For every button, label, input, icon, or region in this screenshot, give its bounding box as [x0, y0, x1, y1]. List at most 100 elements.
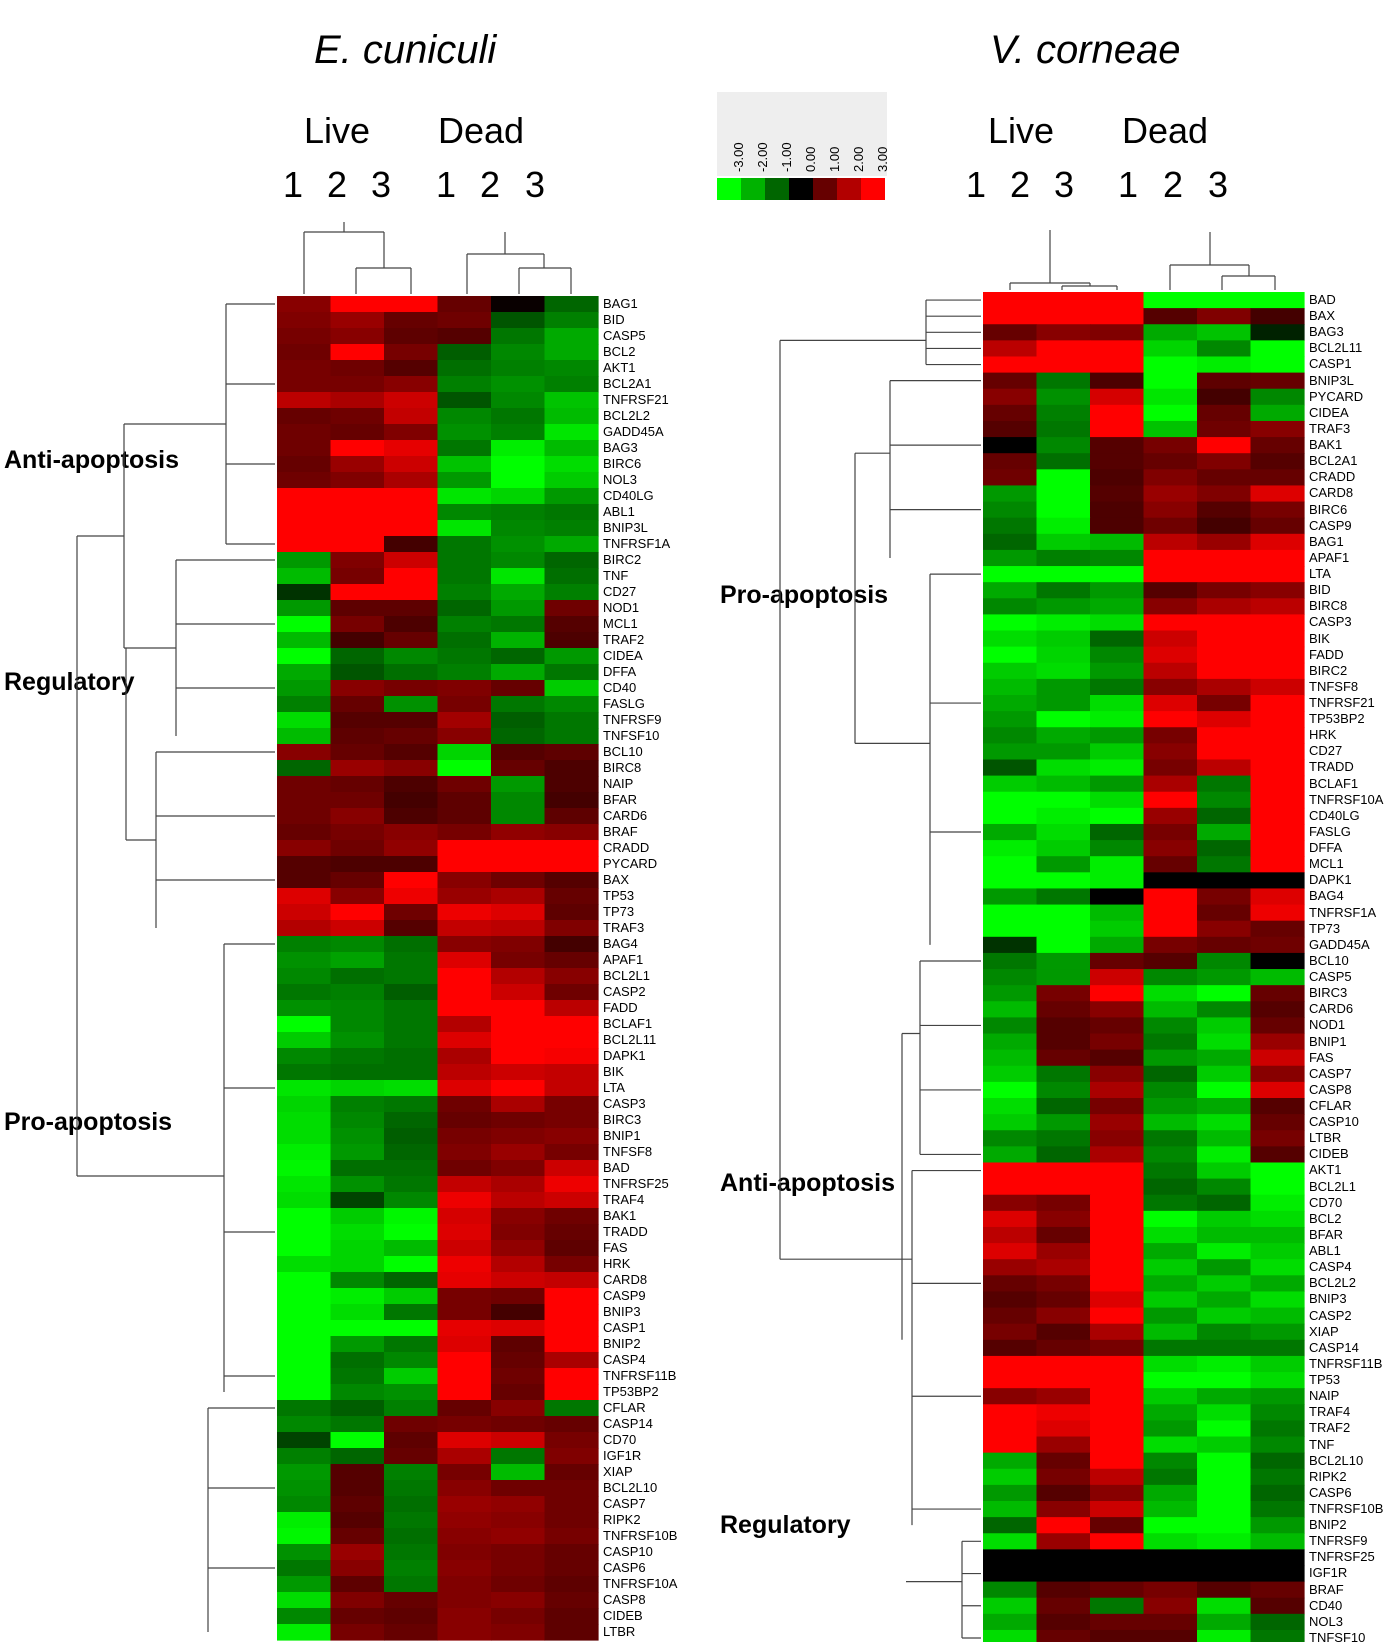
gene-label: BNIP3 — [603, 1304, 641, 1319]
heatmap-cell — [1036, 952, 1091, 970]
heatmap-cell — [330, 1096, 385, 1113]
heatmap-cell — [1143, 695, 1198, 712]
heatmap-cell — [384, 1400, 439, 1417]
heatmap-cell — [983, 1194, 1038, 1212]
heatmap-cell — [330, 456, 385, 473]
heatmap-cell — [1250, 985, 1305, 1002]
heatmap-cell — [1090, 775, 1145, 793]
heatmap-cell — [1197, 856, 1252, 873]
heatmap-cell — [491, 360, 546, 377]
heatmap-cell — [491, 792, 546, 809]
heatmap-cell — [1143, 404, 1198, 422]
heatmap-cell — [983, 807, 1038, 825]
heatmap-cell — [544, 1208, 599, 1225]
heatmap-cell — [1250, 582, 1305, 599]
heatmap-cell — [277, 296, 332, 313]
heatmap-cell — [1143, 775, 1198, 793]
heatmap-cell — [330, 472, 385, 489]
heatmap-cell — [1036, 1130, 1091, 1147]
heatmap-cell — [1197, 292, 1252, 309]
gene-label: GADD45A — [1309, 936, 1370, 952]
gene-label: NOD1 — [603, 600, 640, 615]
col-number: 2 — [1162, 164, 1184, 205]
heatmap-cell — [437, 952, 492, 969]
heatmap-cell — [1090, 1194, 1145, 1212]
heatmap-cell — [983, 1323, 1038, 1341]
heatmap-cell — [1143, 1388, 1198, 1405]
heatmap-cell — [1250, 791, 1305, 809]
heatmap-cell — [1250, 404, 1305, 422]
heatmap-cell — [277, 1096, 332, 1113]
heatmap-cell — [277, 952, 332, 969]
heatmap-cell — [384, 456, 439, 473]
heatmap-cell — [1036, 533, 1091, 551]
heatmap-cell — [1143, 1436, 1198, 1454]
heatmap-cell — [983, 566, 1038, 583]
heatmap-cell — [277, 536, 332, 553]
heatmap-cell — [330, 1032, 385, 1049]
heatmap-cell — [384, 1544, 439, 1561]
gene-label: TNFRSF10A — [603, 1576, 678, 1591]
heatmap-cell — [491, 1240, 546, 1257]
heatmap-cell — [1036, 324, 1091, 341]
heatmap-cell — [1143, 582, 1198, 599]
heatmap-cell — [491, 1048, 546, 1065]
heatmap-cell — [437, 504, 492, 521]
heatmap-cell — [1250, 969, 1305, 986]
heatmap-cell — [330, 1400, 385, 1417]
gene-label: CD40 — [603, 680, 637, 695]
gene-label: TNFRSF10A — [1309, 791, 1384, 807]
heatmap-cell — [1197, 1291, 1252, 1309]
heatmap-cell — [1036, 1065, 1091, 1083]
heatmap-cell — [544, 1352, 599, 1369]
heatmap-cell — [437, 1384, 492, 1401]
heatmap-cell — [277, 584, 332, 601]
heatmap-cell — [437, 616, 492, 633]
heatmap-cell — [1090, 582, 1145, 599]
heatmap-cell — [983, 1452, 1038, 1470]
heatmap-cell — [277, 1528, 332, 1545]
heatmap-cell — [1197, 1404, 1252, 1421]
heatmap-cell — [1036, 775, 1091, 793]
heatmap-cell — [983, 1114, 1038, 1131]
heatmap-cell — [330, 872, 385, 889]
heatmap-cell — [1197, 437, 1252, 454]
heatmap-cell — [1197, 404, 1252, 422]
heatmap-cell — [491, 1544, 546, 1561]
heatmap-cell — [330, 1432, 385, 1449]
heatmap-cell — [384, 984, 439, 1001]
heatmap-cell — [277, 1384, 332, 1401]
heatmap-cell — [1036, 1146, 1091, 1164]
heatmap-cell — [1250, 823, 1305, 841]
heatmap-cell — [1036, 969, 1091, 986]
col-number: 1 — [1117, 164, 1139, 205]
heatmap-cell — [544, 1416, 599, 1433]
heatmap-cell — [1197, 952, 1252, 970]
heatmap-cell — [983, 952, 1038, 970]
heatmap-cell — [983, 678, 1038, 696]
heatmap-cell — [384, 696, 439, 713]
heatmap-cell — [277, 1288, 332, 1305]
gene-label: CFLAR — [1309, 1098, 1352, 1113]
gene-label: TNFRSF1A — [1309, 904, 1377, 920]
heatmap-cell — [491, 1096, 546, 1113]
heatmap-cell — [1143, 533, 1198, 551]
heatmap-cell — [437, 1240, 492, 1257]
heatmap-cell — [437, 1400, 492, 1417]
heatmap-cell — [1250, 1533, 1305, 1550]
gene-label: CASP14 — [1309, 1339, 1359, 1355]
heatmap-cell — [437, 1464, 492, 1481]
heatmap-cell — [983, 1388, 1038, 1405]
heatmap-cell — [491, 328, 546, 345]
heatmap-cell — [437, 312, 492, 329]
gene-label: FADD — [1309, 646, 1344, 662]
heatmap-cell — [277, 920, 332, 937]
heatmap-cell — [544, 568, 599, 585]
heatmap-cell — [491, 1416, 546, 1433]
heatmap-cell — [1250, 1291, 1305, 1309]
heatmap-cell — [1036, 1549, 1091, 1567]
gene-label: NOL3 — [1309, 1613, 1343, 1629]
heatmap-cell — [983, 1307, 1038, 1325]
heatmap-cell — [1090, 1452, 1145, 1470]
heatmap-cell — [491, 888, 546, 905]
